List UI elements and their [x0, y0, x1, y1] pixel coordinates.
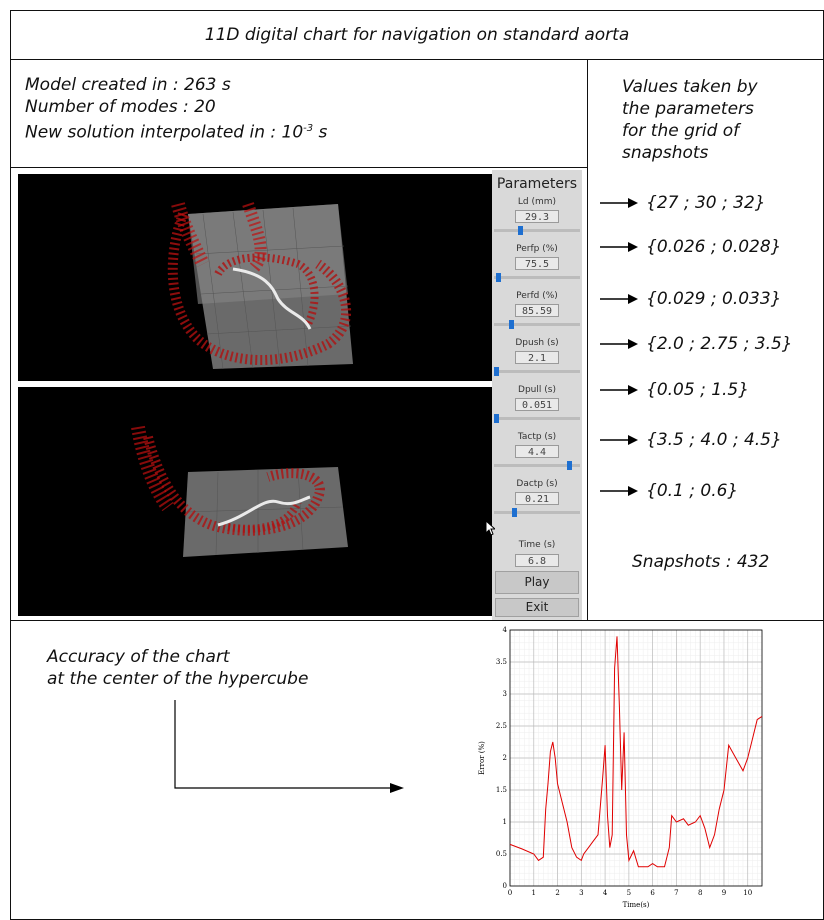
param-value-dpush: {2.0 ; 2.75 ; 3.5} — [600, 334, 793, 354]
exit-button[interactable]: Exit — [495, 598, 579, 617]
arrow-right-icon — [600, 237, 638, 257]
perfp-slider[interactable] — [494, 273, 580, 282]
perfp-label: Perfp (%) — [516, 244, 558, 254]
tactp-field[interactable]: 4.4 — [515, 445, 559, 458]
time-field[interactable]: 6.8 — [515, 554, 559, 567]
chart-grid — [509, 629, 763, 887]
model-info: Model created in : 263 s Number of modes… — [25, 74, 327, 144]
y-tick-label: 4 — [503, 626, 508, 634]
arrow-right-icon — [600, 334, 638, 354]
arrow-right-icon — [600, 289, 638, 309]
x-tick-label: 6 — [650, 889, 655, 897]
param-value-perfp: {0.026 ; 0.028} — [600, 237, 782, 257]
play-button[interactable]: Play — [495, 571, 579, 594]
dpull-slider-thumb[interactable] — [494, 414, 499, 423]
x-tick-label: 9 — [722, 889, 726, 897]
x-tick-label: 8 — [698, 889, 702, 897]
x-axis-label: Time(s) — [623, 901, 650, 909]
dactp-slider-thumb[interactable] — [511, 508, 517, 517]
ld-field[interactable]: 29.3 — [515, 210, 559, 223]
interpolation-time-text: New solution interpolated in : 10-3 s — [25, 122, 328, 143]
values-header: Values taken by the parameters for the g… — [622, 77, 758, 163]
error-chart: 0 1 2 3 4 5 6 7 8 9 10 0 0.5 1 1.5 2 2.5 3 3.5 4 Time(s) Er… — [478, 626, 763, 909]
parameters-title: Parameters — [496, 176, 578, 192]
perfd-slider-thumb[interactable] — [508, 320, 514, 329]
y-tick-label: 0 — [503, 882, 507, 890]
perfp-field[interactable]: 75.5 — [515, 257, 559, 270]
y-tick-label: 3 — [503, 690, 507, 698]
dpush-field[interactable]: 2.1 — [515, 351, 559, 364]
y-tick-label: 2 — [503, 754, 507, 762]
dpull-slider[interactable] — [494, 414, 580, 423]
y-axis-label: Error (%) — [478, 741, 486, 775]
tactp-label: Tactp (s) — [517, 432, 557, 442]
dpull-field[interactable]: 0.051 — [515, 398, 559, 411]
y-tick-label: 3.5 — [496, 658, 507, 666]
x-tick-label: 10 — [743, 889, 752, 897]
tactp-slider[interactable] — [494, 461, 580, 470]
error-series-line — [509, 636, 763, 868]
top-3d-viewport[interactable] — [18, 174, 498, 381]
page-title: 11D digital chart for navigation on stan… — [204, 25, 630, 45]
pointer-arrow-icon — [174, 700, 404, 793]
arrow-right-icon — [600, 193, 638, 213]
x-tick-label: 3 — [579, 889, 583, 897]
tactp-slider-thumb[interactable] — [566, 461, 572, 470]
param-value-tactp: {3.5 ; 4.0 ; 4.5} — [600, 430, 782, 450]
mouse-cursor-icon — [485, 520, 495, 536]
aorta-view-top — [167, 202, 353, 370]
dpush-slider-thumb[interactable] — [494, 367, 499, 376]
y-tick-label: 1 — [503, 818, 507, 826]
ld-label: Ld (mm) — [517, 197, 557, 207]
dpull-label: Dpull (s) — [518, 385, 556, 395]
bottom-3d-viewport[interactable] — [18, 387, 498, 616]
time-label: Time (s) — [518, 540, 556, 550]
y-tick-label: 0.5 — [496, 850, 507, 858]
perfd-field[interactable]: 85.59 — [515, 304, 559, 317]
dactp-label: Dactp (s) — [516, 479, 558, 489]
x-tick-label: 0 — [508, 889, 512, 897]
arrow-right-icon — [600, 481, 638, 501]
dpush-label: Dpush (s) — [515, 338, 559, 348]
x-tick-label: 5 — [627, 889, 631, 897]
param-value-perfd: {0.029 ; 0.033} — [600, 289, 782, 309]
accuracy-text: Accuracy of the chart at the center of t… — [47, 647, 309, 689]
x-tick-label: 2 — [555, 889, 559, 897]
param-value-ld: {27 ; 30 ; 32} — [600, 193, 766, 213]
x-tick-label: 4 — [603, 889, 608, 897]
x-tick-label: 7 — [674, 889, 678, 897]
dpush-slider[interactable] — [494, 367, 580, 376]
modes-count-text: Number of modes : 20 — [25, 97, 216, 117]
parameters-panel: Parameters Ld (mm) 29.3 Perfp (%) 75.5 P… — [492, 170, 582, 620]
param-value-dactp: {0.1 ; 0.6} — [600, 481, 738, 501]
title-panel: 11D digital chart for navigation on stan… — [10, 10, 824, 60]
y-tick-label: 2.5 — [496, 722, 507, 730]
y-tick-label: 1.5 — [496, 786, 507, 794]
x-tick-label: 1 — [532, 889, 536, 897]
aorta-view-bottom — [131, 425, 348, 557]
app-window: Parameters Ld (mm) 29.3 Perfp (%) 75.5 P… — [10, 167, 588, 621]
arrow-right-icon — [600, 430, 638, 450]
chart-frame — [509, 629, 763, 887]
perfd-label: Perfd (%) — [516, 291, 558, 301]
model-created-text: Model created in : 263 s — [25, 75, 231, 95]
model-info-panel: Model created in : 263 s Number of modes… — [10, 59, 588, 168]
arrow-right-icon — [600, 380, 638, 400]
perfp-slider-thumb[interactable] — [495, 273, 501, 282]
perfd-slider[interactable] — [494, 320, 580, 329]
param-value-dpull: {0.05 ; 1.5} — [600, 380, 749, 400]
snapshots-count: Snapshots : 432 — [632, 552, 770, 572]
dactp-field[interactable]: 0.21 — [515, 492, 559, 505]
ld-slider-thumb[interactable] — [518, 226, 524, 235]
dactp-slider[interactable] — [494, 508, 580, 517]
ld-slider[interactable] — [494, 226, 580, 235]
